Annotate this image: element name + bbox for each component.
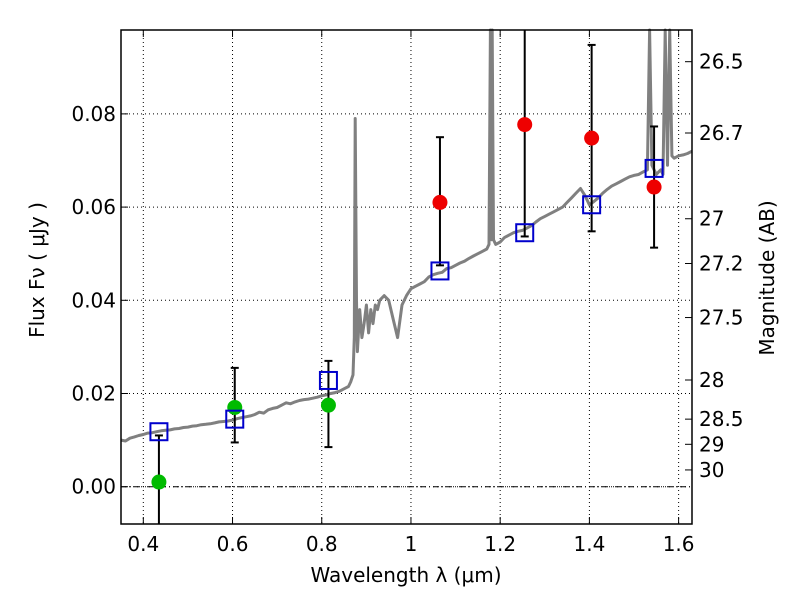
- x-tick-label: 1.4: [573, 532, 605, 556]
- right-axis-title: Magnitude (AB): [755, 200, 779, 355]
- y-tick-label: 0.06: [71, 195, 116, 219]
- right-tick-label: 28.5: [699, 407, 744, 431]
- frame-layer: [120, 29, 693, 525]
- right-tick-label: 30: [699, 458, 724, 482]
- green-point: [320, 397, 336, 413]
- y-tick-label: 0.02: [71, 382, 116, 406]
- y-tick-label: 0.08: [71, 102, 116, 126]
- y-tick-label: 0.04: [71, 288, 116, 312]
- model-square: [515, 223, 535, 243]
- green-point: [151, 474, 167, 490]
- plot-frame: [120, 29, 693, 525]
- red-point: [517, 117, 533, 133]
- model-square: [644, 158, 664, 178]
- model-square: [582, 195, 602, 215]
- x-tick-label: 0.6: [217, 532, 249, 556]
- green-point: [227, 399, 243, 415]
- right-tick-label: 27: [699, 207, 724, 231]
- spectrum-layer: [120, 28, 693, 443]
- red-point: [646, 179, 662, 195]
- red-point: [432, 194, 448, 210]
- model-square: [430, 261, 450, 281]
- red-point: [584, 130, 600, 146]
- right-tick-label: 27.2: [699, 251, 744, 275]
- model-square: [225, 409, 245, 429]
- tick-layer: 0.4 0.6 0.8 1 1.2 1.4 1.6 0.00 0.02 0.04 0.06 0.08 2…: [71, 30, 744, 556]
- x-axis-title: Wavelength λ (μm): [310, 563, 501, 587]
- model-square: [318, 370, 338, 390]
- spectrum-line: [120, 28, 693, 443]
- right-tick-label: 28: [699, 368, 724, 392]
- right-tick-label: 26.7: [699, 121, 744, 145]
- marker-layer: [149, 117, 664, 490]
- grid-layer: [121, 30, 692, 524]
- y-tick-label: 0.00: [71, 475, 116, 499]
- x-tick-label: 1: [405, 532, 418, 556]
- right-tick-label: 29: [699, 432, 724, 456]
- x-tick-label: 0.4: [127, 532, 159, 556]
- y-axis-title: Flux Fν ( μJy ): [25, 202, 49, 338]
- x-tick-label: 1.2: [484, 532, 516, 556]
- model-square: [149, 422, 169, 442]
- right-tick-label: 26.5: [699, 50, 744, 74]
- x-tick-label: 0.8: [306, 532, 338, 556]
- right-tick-label: 27.5: [699, 306, 744, 330]
- x-tick-label: 1.6: [663, 532, 695, 556]
- errorbar-layer: [154, 30, 659, 524]
